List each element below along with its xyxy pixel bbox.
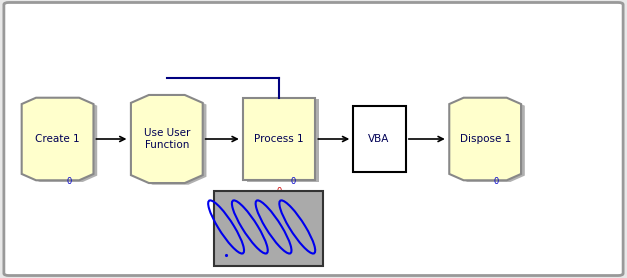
Text: Dispose 1: Dispose 1 bbox=[460, 134, 511, 144]
FancyBboxPatch shape bbox=[247, 99, 319, 182]
Polygon shape bbox=[135, 97, 206, 185]
Polygon shape bbox=[450, 98, 521, 180]
Text: 0: 0 bbox=[291, 177, 296, 186]
FancyBboxPatch shape bbox=[352, 106, 406, 172]
Text: 0: 0 bbox=[277, 187, 282, 196]
Text: Use User
Function: Use User Function bbox=[144, 128, 190, 150]
Polygon shape bbox=[26, 99, 97, 182]
FancyBboxPatch shape bbox=[243, 98, 315, 180]
FancyBboxPatch shape bbox=[214, 191, 323, 265]
Polygon shape bbox=[453, 99, 525, 182]
Text: VBA: VBA bbox=[368, 134, 390, 144]
Text: Create 1: Create 1 bbox=[35, 134, 80, 144]
Text: 0: 0 bbox=[66, 177, 71, 186]
Text: Process 1: Process 1 bbox=[255, 134, 304, 144]
Polygon shape bbox=[22, 98, 93, 180]
FancyBboxPatch shape bbox=[4, 3, 623, 275]
Polygon shape bbox=[131, 95, 203, 183]
Text: 0: 0 bbox=[494, 177, 499, 186]
